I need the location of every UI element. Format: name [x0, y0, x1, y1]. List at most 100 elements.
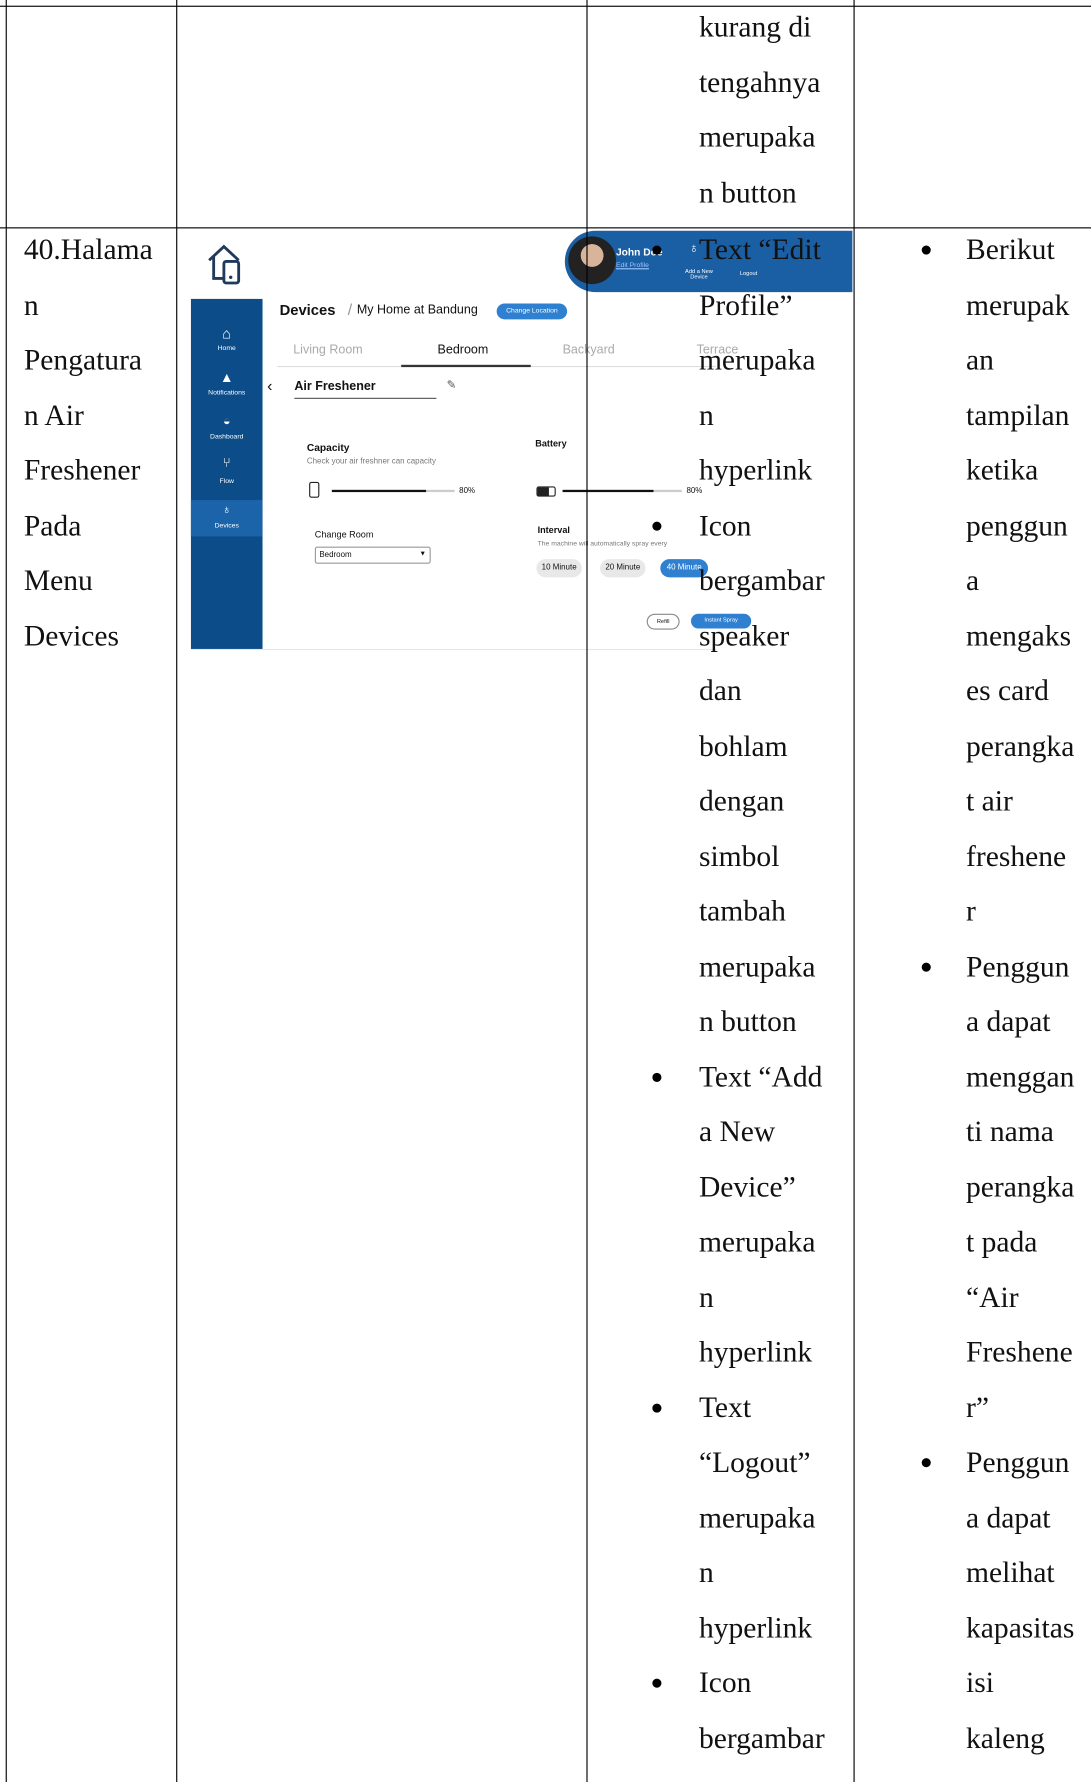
- text-line: 40.Halama: [23, 232, 153, 266]
- text-line: dengan: [698, 784, 785, 818]
- edit-icon[interactable]: ✎: [446, 379, 457, 393]
- device-name[interactable]: Air Freshener: [294, 379, 376, 394]
- bullet: [652, 521, 662, 531]
- devices-icon: ♁: [222, 503, 232, 518]
- add-device-link[interactable]: Add a New Device: [685, 268, 713, 281]
- text-line: tengahnya: [698, 65, 821, 99]
- location: My Home at Bandung: [356, 303, 478, 318]
- separator: /: [347, 300, 353, 319]
- text-line: Pengatura: [23, 343, 143, 377]
- text-line: n button: [698, 1004, 797, 1038]
- screenshot-frame: [190, 227, 716, 651]
- capacity-hint: Check your air freshner can capacity: [306, 458, 436, 466]
- bullet: [652, 1072, 662, 1082]
- page-title: Devices: [279, 301, 336, 319]
- text-line: merupaka: [698, 120, 816, 154]
- logout-link[interactable]: Logout: [739, 270, 758, 278]
- text-line: ti nama: [966, 1114, 1054, 1148]
- tab[interactable]: Backyard: [562, 343, 615, 357]
- sidebar-item[interactable]: Devices: [214, 522, 239, 530]
- text-line: t air: [966, 784, 1013, 818]
- text-line: Icon: [652, 498, 825, 553]
- interval-label: Interval: [537, 525, 570, 536]
- text-line: n: [698, 1555, 714, 1589]
- tab-indicator: [401, 364, 531, 368]
- text-line: kaleng: [966, 1721, 1045, 1755]
- interval-option[interactable]: 10 Minute: [536, 559, 582, 578]
- edit-profile-link[interactable]: Edit Profile: [615, 262, 649, 270]
- battery-track: [653, 489, 682, 493]
- text-line: merupaka: [698, 1225, 816, 1259]
- home-icon: ⌂: [222, 325, 232, 343]
- table-border: [586, 0, 588, 1782]
- tab[interactable]: Bedroom: [437, 343, 489, 357]
- bullet: [652, 245, 662, 255]
- bullet: [921, 1458, 931, 1468]
- text-line: r: [966, 894, 976, 928]
- text-line: Text “Add: [652, 1050, 825, 1105]
- cell: Berikut merupak an tampilan ketika penggun a me…: [921, 223, 1075, 1766]
- table-border: [853, 0, 855, 1782]
- sidebar-item[interactable]: Notifications: [208, 389, 246, 397]
- sidebar: [190, 298, 263, 649]
- text-line: bohlam: [698, 729, 788, 763]
- room-select[interactable]: [314, 546, 431, 564]
- bullet: [921, 245, 931, 255]
- text-line: Devices: [23, 618, 120, 652]
- table-border: [176, 0, 178, 1782]
- sidebar-item[interactable]: Dashboard: [210, 434, 244, 441]
- battery-label: Battery: [535, 438, 567, 449]
- text-line: penggun: [966, 508, 1068, 542]
- text-line: n: [23, 288, 39, 322]
- text-line: Icon: [652, 1656, 825, 1711]
- battery-icon: [536, 486, 556, 497]
- change-location-button[interactable]: Change Location: [496, 303, 568, 320]
- text-line: Text: [652, 1380, 825, 1435]
- flow-icon: ⑂: [222, 454, 231, 471]
- text-line: es card: [966, 673, 1049, 707]
- text-line: Device”: [698, 1170, 796, 1203]
- text-line: hyperlink: [698, 1610, 813, 1644]
- text-line: tampilan: [966, 398, 1070, 432]
- tab[interactable]: Living Room: [293, 343, 363, 357]
- sidebar-item[interactable]: Flow: [219, 478, 234, 486]
- instant-spray-button[interactable]: Instant Spray: [690, 613, 752, 629]
- interval-option-selected[interactable]: 40 Minute: [660, 559, 709, 578]
- profile-photo: [568, 236, 616, 285]
- text-line: kapasitas: [966, 1610, 1075, 1644]
- room-value[interactable]: Bedroom: [319, 551, 352, 560]
- table-border: [0, 227, 1091, 229]
- interval-option[interactable]: 20 Minute: [600, 559, 646, 578]
- select-arrow: ▼: [419, 551, 427, 559]
- dashboard-icon: ◒: [222, 414, 231, 429]
- add-device-icon[interactable]: ♁: [688, 239, 699, 256]
- battery-value: 80%: [686, 487, 703, 496]
- back-button[interactable]: ‹: [267, 376, 273, 395]
- text-line: a dapat: [966, 1004, 1051, 1038]
- sidebar-item[interactable]: Home: [217, 345, 236, 353]
- text-line: melihat: [966, 1555, 1055, 1589]
- text-line: kurang di: [698, 10, 812, 44]
- text-line: Penggun: [921, 1435, 1074, 1490]
- battery-bar: [562, 489, 654, 493]
- text-line: Berikut: [921, 223, 1074, 278]
- tab[interactable]: Terrace: [696, 343, 739, 357]
- text-line: merupaka: [698, 949, 816, 983]
- interval-hint: The machine will automatically spray eve…: [537, 540, 668, 548]
- text-line: merupak: [966, 288, 1070, 322]
- user-name: John Doe: [615, 246, 663, 258]
- capacity-bar: [331, 489, 427, 493]
- text-line: a New: [698, 1114, 776, 1148]
- text-line: merupaka: [698, 1500, 816, 1534]
- text-line: perangka: [966, 1170, 1075, 1203]
- text-line: a dapat: [966, 1500, 1051, 1534]
- cell: Text “Edit Profile” merupaka n hyperlink Icon…: [652, 223, 825, 1766]
- table-border: [5, 0, 7, 1782]
- refill-button[interactable]: Refill: [646, 613, 680, 630]
- text-line: perangka: [966, 729, 1075, 763]
- text-line: n button: [698, 175, 797, 209]
- text-line: hyperlink: [698, 453, 813, 487]
- text-line: t pada: [966, 1225, 1038, 1259]
- text-line: an: [966, 343, 994, 377]
